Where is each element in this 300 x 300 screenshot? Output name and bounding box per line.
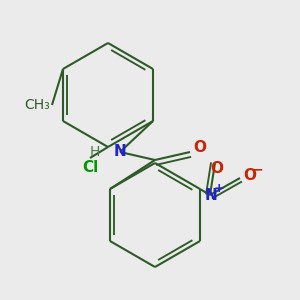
Text: Cl: Cl (82, 160, 98, 175)
Text: O: O (243, 169, 256, 184)
Text: H: H (90, 145, 100, 159)
Text: O: O (211, 161, 224, 176)
Text: N: N (205, 188, 218, 202)
Text: +: + (214, 182, 224, 194)
Text: CH₃: CH₃ (24, 98, 50, 112)
Text: N: N (114, 145, 126, 160)
Text: −: − (251, 162, 263, 176)
Text: O: O (193, 140, 206, 155)
